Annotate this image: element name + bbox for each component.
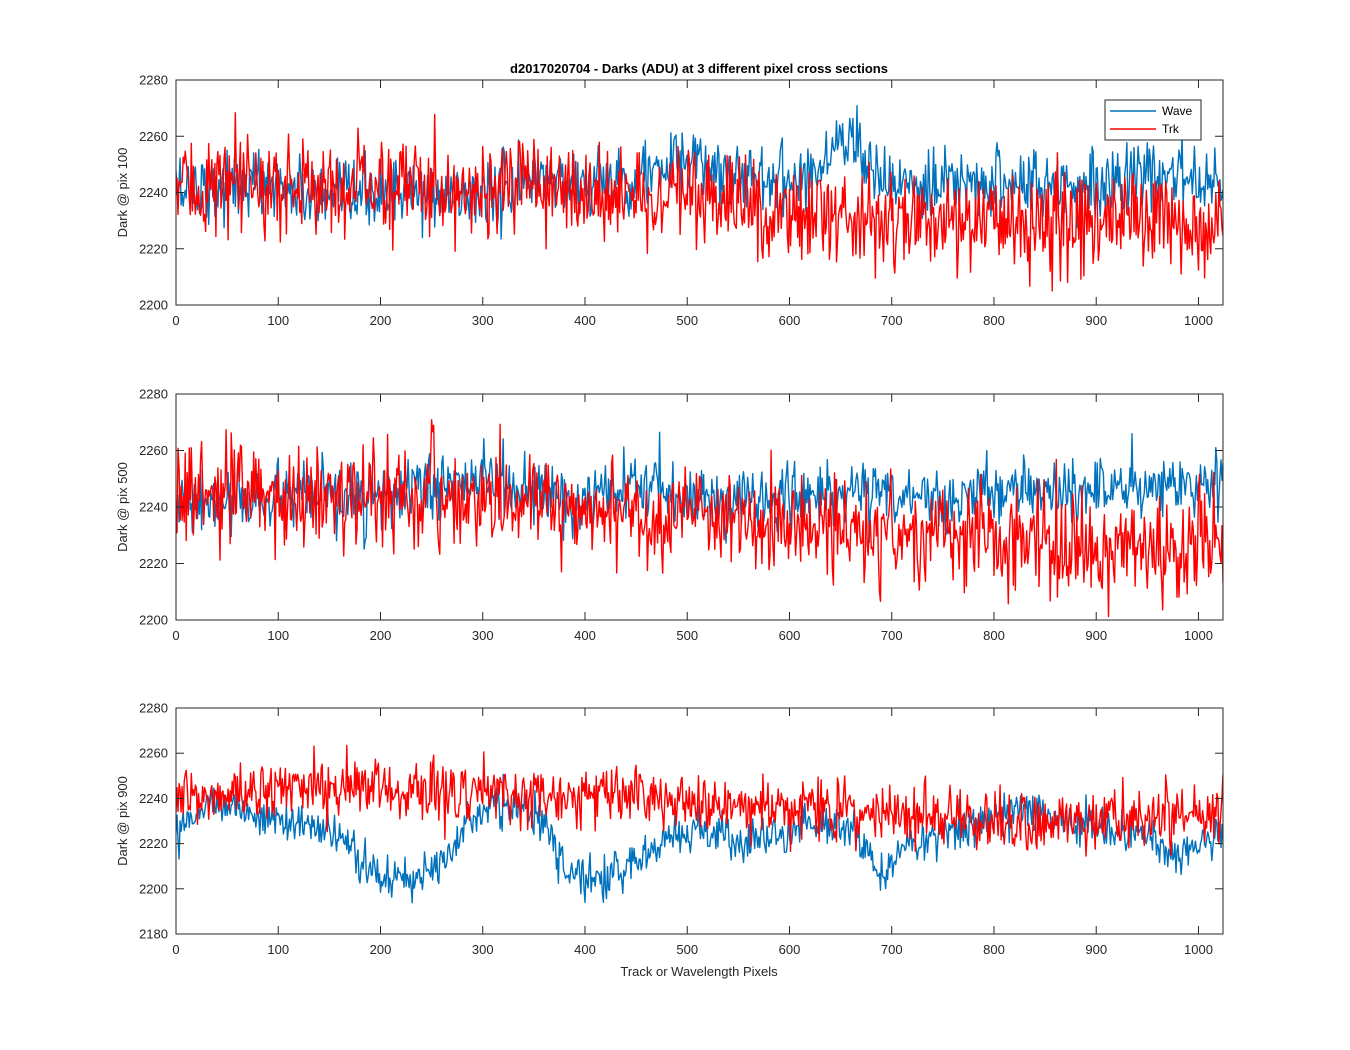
chart-title: d2017020704 - Darks (ADU) at 3 different… <box>510 61 888 76</box>
x-tick-label: 500 <box>676 313 698 328</box>
x-tick-label: 900 <box>1085 628 1107 643</box>
x-tick-label: 400 <box>574 313 596 328</box>
x-tick-label: 200 <box>370 942 392 957</box>
x-tick-label: 800 <box>983 628 1005 643</box>
y-tick-label: 2240 <box>139 791 168 806</box>
x-tick-label: 500 <box>676 628 698 643</box>
y-tick-label: 2200 <box>139 881 168 896</box>
y-tick-label: 2200 <box>139 298 168 313</box>
series-line-trk <box>176 744 1223 857</box>
y-tick-label: 2240 <box>139 500 168 515</box>
y-tick-label: 2280 <box>139 387 168 402</box>
series-line-wave <box>176 773 1223 904</box>
x-tick-label: 600 <box>779 942 801 957</box>
series-line-trk <box>176 112 1223 292</box>
x-tick-label: 0 <box>172 942 179 957</box>
x-tick-label: 300 <box>472 942 494 957</box>
x-tick-label: 700 <box>881 942 903 957</box>
legend-label-wave: Wave <box>1162 104 1193 118</box>
x-tick-label: 300 <box>472 313 494 328</box>
legend: Wave Trk <box>1104 99 1202 141</box>
x-tick-label: 0 <box>172 628 179 643</box>
x-tick-label: 100 <box>267 628 289 643</box>
y-tick-label: 2260 <box>139 129 168 144</box>
legend-label-trk: Trk <box>1162 122 1180 136</box>
x-tick-label: 600 <box>779 628 801 643</box>
x-tick-label: 700 <box>881 628 903 643</box>
x-tick-label: 800 <box>983 942 1005 957</box>
x-tick-label: 0 <box>172 313 179 328</box>
x-tick-label: 1000 <box>1184 942 1213 957</box>
y-tick-label: 2220 <box>139 556 168 571</box>
y-tick-label: 2260 <box>139 746 168 761</box>
x-tick-label: 100 <box>267 942 289 957</box>
x-axis-label: Track or Wavelength Pixels <box>620 964 778 979</box>
subplot-3: 0 100 200 300 400 500 600 700 800 900 1000 2180 2200… <box>115 701 1224 979</box>
x-tick-label: 400 <box>574 942 596 957</box>
x-tick-label: 600 <box>779 313 801 328</box>
subplot-1: 0 100 200 300 400 500 600 700 800 900 1000 2200 2220… <box>115 73 1224 328</box>
x-tick-label: 1000 <box>1184 628 1213 643</box>
x-tick-label: 500 <box>676 942 698 957</box>
subplot-2: 0 100 200 300 400 500 600 700 800 900 1000 2200 2220… <box>115 387 1224 643</box>
y-tick-label: 2220 <box>139 241 168 256</box>
series-line-trk <box>176 419 1223 618</box>
x-tick-label: 100 <box>267 313 289 328</box>
y-tick-label: 2220 <box>139 836 168 851</box>
x-tick-label: 900 <box>1085 942 1107 957</box>
x-tick-label: 900 <box>1085 313 1107 328</box>
x-tick-label: 700 <box>881 313 903 328</box>
y-tick-label: 2180 <box>139 927 168 942</box>
y-axis-label-2: Dark @ pix 500 <box>115 462 130 552</box>
y-tick-label: 2240 <box>139 185 168 200</box>
x-tick-label: 1000 <box>1184 313 1213 328</box>
x-tick-label: 200 <box>370 628 392 643</box>
y-axis-label-1: Dark @ pix 100 <box>115 148 130 238</box>
y-tick-label: 2260 <box>139 443 168 458</box>
x-tick-label: 400 <box>574 628 596 643</box>
y-tick-label: 2280 <box>139 73 168 88</box>
y-tick-label: 2200 <box>139 613 168 628</box>
x-tick-label: 800 <box>983 313 1005 328</box>
x-tick-label: 200 <box>370 313 392 328</box>
x-tick-label: 300 <box>472 628 494 643</box>
y-axis-label-3: Dark @ pix 900 <box>115 776 130 866</box>
y-tick-label: 2280 <box>139 701 168 716</box>
